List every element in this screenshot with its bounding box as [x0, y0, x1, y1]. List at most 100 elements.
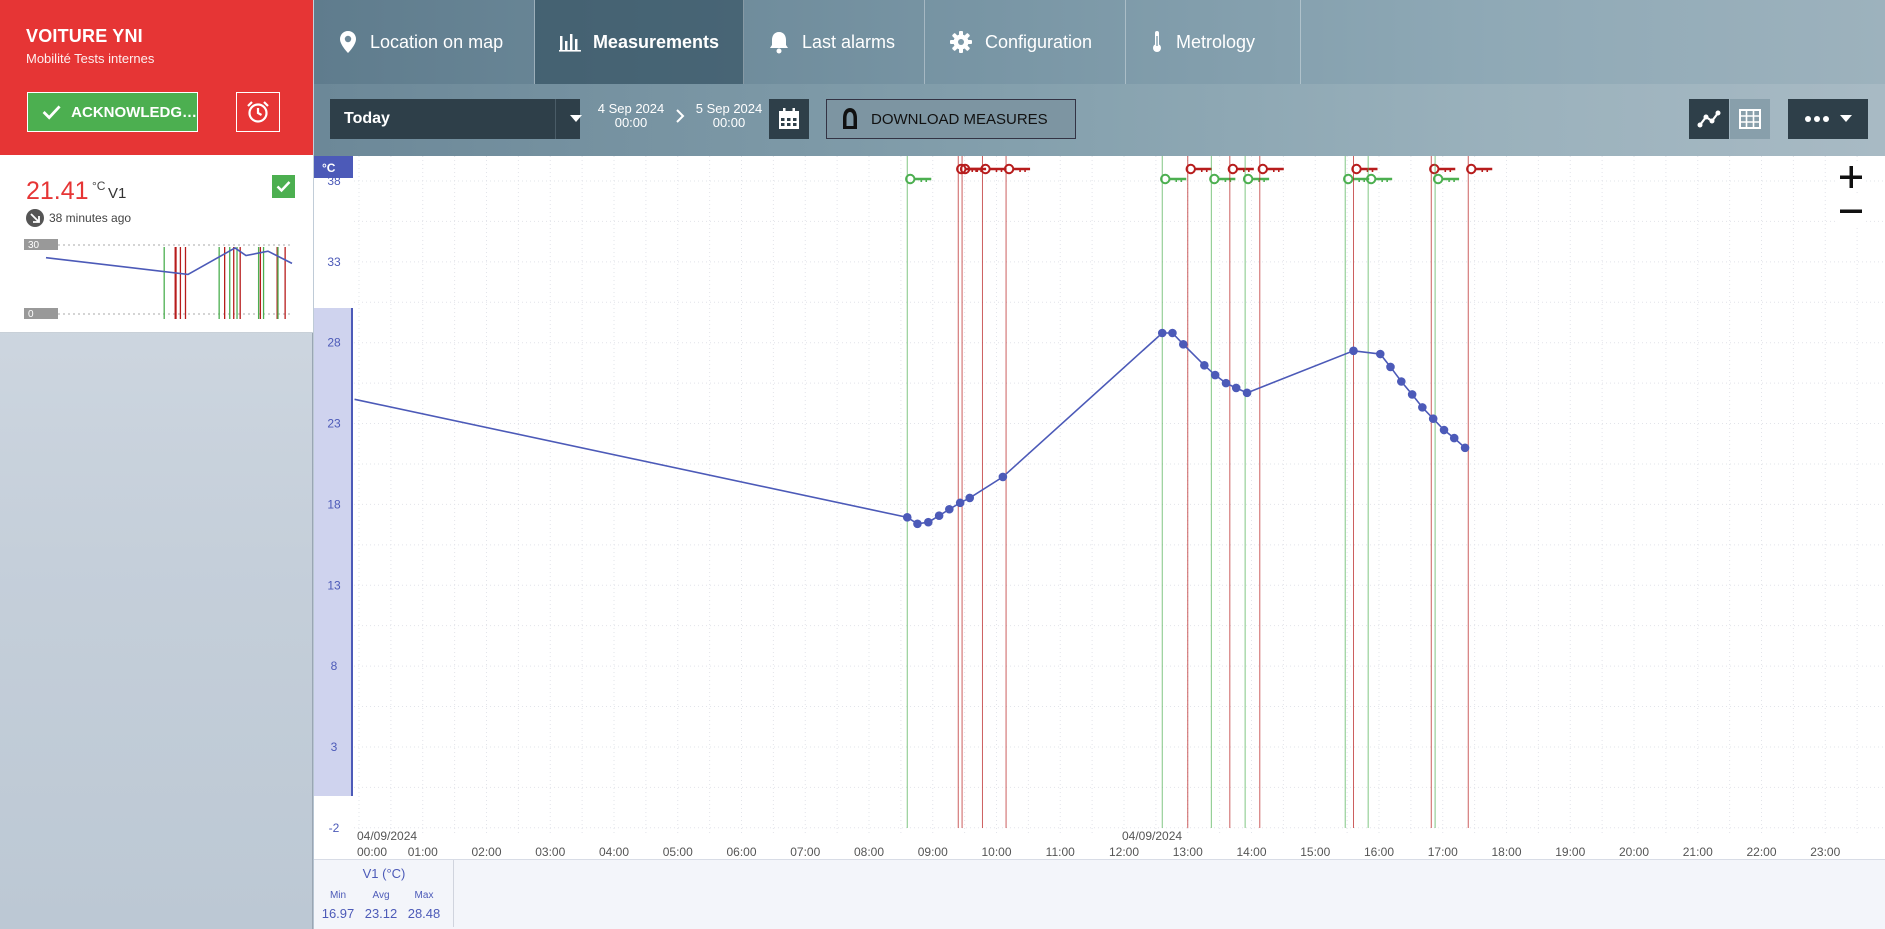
period-select[interactable]: Today: [330, 99, 582, 139]
data-point[interactable]: [1449, 433, 1459, 443]
x-tick-label: 06:00: [726, 845, 756, 859]
data-point[interactable]: [1231, 383, 1241, 393]
key-marker-icon[interactable]: [1003, 163, 1031, 175]
view-table-button[interactable]: [1730, 99, 1770, 139]
acknowledge-button[interactable]: ACKNOWLEDG…: [27, 92, 198, 132]
data-point[interactable]: [1375, 349, 1385, 359]
x-tick-label: 15:00: [1300, 845, 1330, 859]
x-tick-label: 16:00: [1364, 845, 1394, 859]
zoom-in-button[interactable]: [1836, 162, 1866, 192]
tab-last-alarms[interactable]: Last alarms: [744, 0, 925, 84]
key-marker-icon[interactable]: [1227, 163, 1254, 175]
start-date-time: 00:00: [614, 115, 648, 130]
end-date-day: 5 Sep 2024: [695, 101, 763, 116]
data-point[interactable]: [1397, 377, 1406, 386]
data-point[interactable]: [1242, 388, 1252, 398]
sensor-ok-icon: [272, 175, 295, 198]
data-point[interactable]: [1168, 328, 1177, 338]
tab-label: Metrology: [1176, 31, 1256, 52]
y-tick-label: 38: [327, 174, 341, 188]
data-point[interactable]: [1210, 370, 1220, 380]
data-point[interactable]: [1349, 346, 1358, 356]
data-point[interactable]: [934, 511, 944, 521]
x-tick-label: 10:00: [981, 845, 1011, 859]
data-point[interactable]: [965, 493, 975, 503]
sensor-value: 21.41: [26, 177, 89, 205]
device-title: VOITURE YNI: [26, 26, 143, 46]
data-point[interactable]: [945, 504, 954, 514]
key-marker-icon[interactable]: [1351, 163, 1378, 175]
key-marker-icon[interactable]: [1429, 163, 1456, 175]
trend-down-icon: [26, 209, 44, 227]
stat-avg-value: 23.12: [364, 906, 398, 921]
zoom-out-button[interactable]: [1836, 196, 1866, 226]
series-line-v1: [354, 332, 1466, 525]
chart-canvas: °C 38 33 28 23 18 13 8 3 -2 00:00 01:00 02:00 03:00…: [314, 156, 1885, 859]
more-options-button[interactable]: [1788, 99, 1868, 139]
start-date[interactable]: 4 Sep 2024 00:00: [596, 102, 666, 130]
x-tick-label: 19:00: [1555, 845, 1585, 859]
key-marker-icon[interactable]: [1432, 173, 1460, 185]
end-date[interactable]: 5 Sep 2024 00:00: [692, 102, 766, 130]
key-marker-icon[interactable]: [1185, 163, 1212, 175]
data-point[interactable]: [902, 513, 912, 522]
tab-configuration[interactable]: Configuration: [925, 0, 1126, 84]
x-tick-label: 03:00: [535, 845, 565, 859]
key-marker-icon[interactable]: [905, 173, 932, 185]
x-tick-label: 20:00: [1619, 845, 1649, 859]
key-marker-icon[interactable]: [1466, 163, 1493, 175]
key-marker-icon[interactable]: [1343, 173, 1370, 185]
key-marker-icon[interactable]: [1160, 173, 1187, 185]
data-point[interactable]: [923, 517, 933, 527]
tab-label: Measurements: [592, 31, 719, 52]
stat-min-value: 16.97: [321, 906, 355, 921]
y-tick-label: 8: [331, 659, 338, 673]
data-point[interactable]: [1157, 328, 1167, 338]
data-point[interactable]: [1418, 403, 1427, 412]
measurements-chart[interactable]: °C 38 33 28 23 18 13 8 3 -2 00:00 01:00 02:00 03:00…: [314, 156, 1885, 859]
x-tick-label: 11:00: [1046, 845, 1075, 859]
y-range-band: [314, 308, 353, 796]
tab-location-on-map[interactable]: Location on map: [314, 0, 535, 84]
x-tick-label: 23:00: [1810, 845, 1840, 859]
data-point[interactable]: [1428, 414, 1438, 423]
y-tick-label: 23: [327, 417, 341, 431]
key-marker-icon[interactable]: [1242, 173, 1270, 185]
download-icon: [843, 108, 857, 129]
chevron-right-icon: [676, 109, 685, 123]
y-tick-label: 33: [327, 255, 341, 269]
key-marker-icon[interactable]: [1257, 163, 1284, 175]
key-marker-icon[interactable]: [980, 163, 1007, 175]
data-point[interactable]: [1407, 390, 1417, 399]
data-point[interactable]: [1200, 361, 1209, 370]
sensor-card[interactable]: 21.41 °C V1 38 minutes ago 30 0: [0, 155, 313, 333]
x-date-label: 04/09/2024: [1122, 829, 1182, 843]
view-graph-button[interactable]: [1689, 99, 1729, 139]
sparkline-chart: 30 0: [24, 239, 293, 320]
snooze-alarm-button[interactable]: [236, 92, 280, 132]
data-point[interactable]: [1178, 340, 1188, 349]
x-tick-label: 02:00: [471, 845, 501, 859]
data-point[interactable]: [955, 498, 965, 508]
data-point[interactable]: [1221, 378, 1231, 388]
alarm-clock-icon: [247, 101, 269, 123]
data-point[interactable]: [998, 472, 1008, 482]
data-point[interactable]: [1460, 443, 1470, 453]
data-point[interactable]: [913, 519, 922, 529]
tab-label: Configuration: [985, 31, 1093, 52]
line-chart-icon: [1697, 110, 1721, 128]
download-measures-button[interactable]: DOWNLOAD MEASURES: [826, 99, 1076, 139]
calendar-button[interactable]: [769, 99, 809, 139]
tab-measurements[interactable]: Measurements: [535, 0, 744, 84]
period-select-value: Today: [344, 110, 390, 127]
plus-icon: [1840, 166, 1862, 188]
checkmark-icon: [42, 105, 61, 120]
x-tick-label: 22:00: [1746, 845, 1776, 859]
key-marker-icon[interactable]: [1209, 173, 1236, 185]
stat-max-label: Max: [414, 890, 434, 901]
data-point[interactable]: [1439, 425, 1449, 435]
data-point[interactable]: [1386, 362, 1395, 372]
key-marker-icon[interactable]: [1365, 173, 1393, 185]
tab-metrology[interactable]: Metrology: [1126, 0, 1301, 84]
stats-series-label: V1 (°C): [362, 866, 406, 881]
